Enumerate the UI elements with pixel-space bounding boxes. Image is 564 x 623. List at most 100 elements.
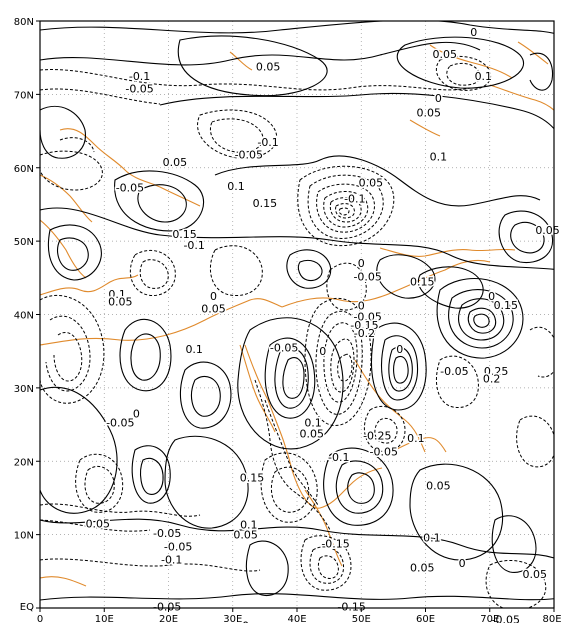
contour-label: 0.15 [240, 471, 265, 484]
contour-label: 0.2 [483, 372, 501, 385]
contour-line [326, 262, 367, 311]
contour-line [237, 317, 344, 450]
contour-line [363, 405, 406, 453]
coastline [239, 344, 276, 433]
x-tick-label: 0 [37, 614, 43, 623]
y-tick-label: 10N [14, 531, 34, 542]
contour-line [137, 184, 187, 223]
contour-label: 0 [435, 92, 442, 105]
contour-line [300, 535, 352, 591]
contour-line [338, 207, 350, 216]
contour-line [323, 191, 369, 228]
plot-contents [40, 21, 554, 608]
contour-line [190, 375, 221, 417]
contour-line [529, 52, 554, 91]
contour-label: 0.1 [227, 180, 245, 193]
contour-label: 0.05 [233, 529, 258, 542]
contour-line [210, 118, 264, 153]
contour-line [177, 35, 328, 97]
contour-label: 0.1 [185, 343, 203, 356]
contour-line [40, 21, 554, 34]
contour-line [337, 353, 353, 382]
y-tick-label: 20N [14, 457, 34, 468]
contour-label: 0.05 [300, 427, 325, 440]
contour-label: 0.05 [86, 518, 111, 531]
contour-line [316, 183, 375, 233]
contour-line [467, 307, 497, 334]
contour-line [114, 170, 205, 232]
contour-label: -0.1 [129, 70, 150, 83]
contour-line [260, 452, 318, 523]
coastline [40, 219, 87, 279]
x-tick-label: 70E [480, 614, 499, 623]
contour-line [210, 245, 263, 297]
coastline [489, 84, 554, 111]
coastline [59, 128, 201, 207]
contour-label: -0.05 [270, 342, 298, 355]
coastline [409, 119, 441, 137]
contour-line [473, 313, 490, 328]
contour-line [286, 249, 332, 289]
contour-line [45, 315, 91, 392]
contour-label: 0.1 [407, 432, 425, 445]
coastline [304, 489, 343, 567]
contour-label: 0.1 [304, 416, 322, 429]
contour-line [335, 203, 355, 219]
contour-line [309, 546, 345, 584]
contour-label: -0.05 [153, 527, 181, 540]
contour-label: -0.05 [164, 540, 192, 553]
negative-contours [40, 56, 554, 608]
contour-line [59, 137, 95, 153]
contour-label: 0.05 [201, 303, 226, 316]
contour-label: -0.05 [106, 416, 134, 429]
contour-line [529, 326, 554, 378]
gridlines [40, 21, 554, 608]
contour-label: 0 [242, 620, 249, 623]
contour-label: 0.05 [535, 224, 560, 237]
contour-label: 0.15 [172, 228, 197, 241]
contour-label: -0.1 [183, 239, 204, 252]
contour-line [130, 333, 161, 381]
contour-label: -0.1 [161, 554, 182, 567]
contour-line [274, 347, 309, 409]
contour-line [498, 210, 554, 264]
contour-label: 0.15 [253, 197, 278, 210]
contour-label: 0.1 [430, 151, 448, 164]
coastlines [40, 41, 554, 587]
contour-line [139, 259, 169, 289]
contour-label: 0 [459, 557, 466, 570]
contour-line [458, 298, 505, 341]
contour-label: 0.05 [416, 107, 441, 120]
contour-line [130, 250, 176, 297]
coastline [40, 298, 283, 346]
coastline [40, 576, 87, 587]
contour-label: 0 [133, 408, 140, 421]
contour-label: 0.05 [522, 568, 547, 581]
x-tick-label: 50E [352, 614, 371, 623]
contour-line [323, 322, 358, 403]
contour-line [40, 593, 554, 601]
contour-line [40, 295, 105, 404]
contour-line [448, 289, 514, 349]
contour-label: -0.05 [353, 270, 381, 283]
x-tick-label: 10E [95, 614, 114, 623]
contour-line [297, 259, 323, 282]
contour-label: 0.25 [484, 365, 509, 378]
coastline [40, 274, 139, 296]
contour-label: -0.05 [125, 83, 153, 96]
contour-label: 0.15 [410, 275, 435, 288]
contour-label: 0 [470, 26, 477, 39]
y-tick-label: 50N [14, 237, 34, 248]
contour-line [197, 109, 278, 159]
contour-line [396, 36, 525, 89]
contour-label: 0.1 [108, 288, 126, 301]
coastline [379, 247, 516, 257]
contour-label: 0.1 [423, 532, 441, 545]
contour-line [388, 346, 413, 392]
contour-label: 0 [396, 343, 403, 356]
contour-label: -0.05 [492, 614, 520, 623]
contour-label: -0.05 [370, 446, 398, 459]
contour-label: -0.05 [440, 365, 468, 378]
contour-line [393, 355, 409, 384]
